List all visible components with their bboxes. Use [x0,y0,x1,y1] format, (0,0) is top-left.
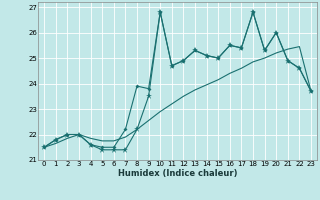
X-axis label: Humidex (Indice chaleur): Humidex (Indice chaleur) [118,169,237,178]
